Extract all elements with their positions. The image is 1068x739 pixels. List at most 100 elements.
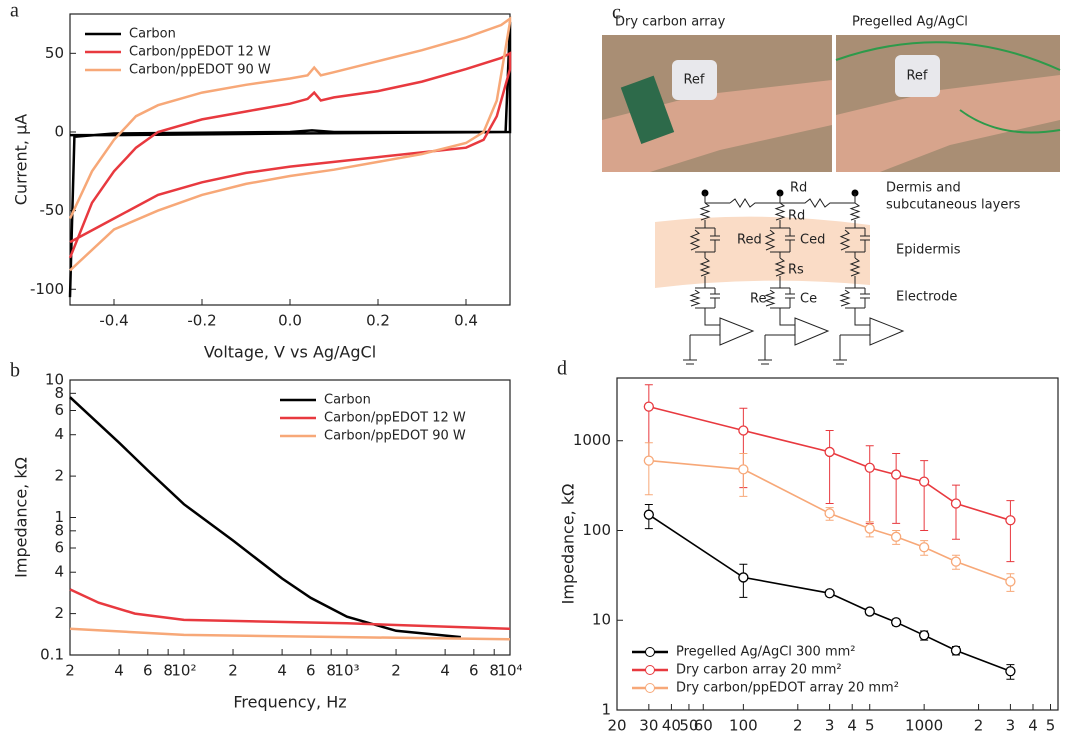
x-tick-label: 2 bbox=[974, 717, 984, 735]
y-tick-label: 6 bbox=[54, 539, 64, 557]
x-tick-label: 0.0 bbox=[278, 312, 302, 330]
wire bbox=[705, 198, 855, 208]
error-bar bbox=[865, 445, 874, 524]
x-axis-label: Frequency, Hz bbox=[233, 693, 346, 712]
y-tick-label: -50 bbox=[40, 201, 65, 219]
legend-marker bbox=[645, 647, 655, 657]
panel-label: d bbox=[557, 358, 567, 380]
y-tick-label: 2 bbox=[54, 604, 64, 622]
x-tick-label: 30 bbox=[639, 717, 658, 735]
marker bbox=[890, 469, 902, 480]
y-tick-label: 10 bbox=[592, 611, 611, 629]
series-line bbox=[68, 16, 512, 272]
panel-label: c bbox=[612, 2, 621, 24]
wire bbox=[835, 41, 1061, 134]
series-line bbox=[69, 627, 511, 641]
marker bbox=[890, 531, 902, 542]
y-tick-label: 4 bbox=[54, 425, 64, 443]
ref-pad bbox=[672, 60, 717, 100]
x-tick-label: 1000 bbox=[905, 717, 943, 735]
error-bar bbox=[644, 442, 653, 496]
marker bbox=[950, 645, 962, 656]
x-tick-label: 60 bbox=[694, 717, 713, 735]
x-tick-label: 2 bbox=[391, 662, 401, 680]
circuit-label: subcutaneous layers bbox=[886, 198, 1021, 213]
series-line bbox=[648, 514, 1011, 673]
marker bbox=[738, 425, 749, 436]
amplifier bbox=[794, 317, 830, 346]
legend-label: Carbon/ppEDOT 90 W bbox=[324, 429, 466, 444]
error-bar bbox=[892, 453, 901, 524]
x-tick-label: 40 bbox=[662, 717, 681, 735]
legend-label: Dry carbon/ppEDOT array 20 mm² bbox=[676, 681, 899, 696]
x-tick-label: 4 bbox=[114, 662, 124, 680]
circuit-label: Rd bbox=[790, 181, 807, 196]
x-tick-label: 8 bbox=[489, 662, 499, 680]
y-tick-label: 1 bbox=[601, 701, 611, 719]
circuit-label: Rd bbox=[788, 209, 805, 224]
x-tick-label: 2 bbox=[228, 662, 238, 680]
hand-left bbox=[602, 80, 832, 172]
error-bar bbox=[825, 430, 834, 504]
x-axis-label: Voltage, V vs Ag/AgCl bbox=[204, 343, 376, 362]
photo-title: Dry carbon array bbox=[615, 15, 726, 30]
plot-frame bbox=[616, 377, 1059, 711]
marker bbox=[919, 542, 930, 553]
legend-label: Pregelled Ag/AgCl 300 mm² bbox=[676, 645, 856, 660]
y-tick-label: 6 bbox=[54, 401, 64, 419]
ref-pad bbox=[895, 55, 940, 97]
y-axis-label: Impedance, kΩ bbox=[12, 457, 31, 578]
x-tick-label: 100 bbox=[729, 717, 758, 735]
circuit-label: Epidermis bbox=[896, 243, 961, 258]
x-tick-label: 4 bbox=[440, 662, 450, 680]
amplifier bbox=[869, 317, 905, 346]
y-tick-label: 4 bbox=[54, 563, 64, 581]
marker bbox=[738, 572, 749, 583]
x-tick-label: -0.2 bbox=[187, 312, 216, 330]
legend-marker bbox=[645, 683, 655, 693]
y-tick-label: 8 bbox=[54, 384, 64, 402]
amplifier bbox=[719, 317, 755, 346]
legend-label: Carbon/ppEDOT 12 W bbox=[324, 411, 466, 426]
marker bbox=[919, 630, 930, 641]
x-tick-label: 6 bbox=[469, 662, 479, 680]
ref-label: Ref bbox=[906, 69, 927, 84]
circuit-label: Red bbox=[737, 233, 762, 248]
circuit-label: Dermis and bbox=[886, 181, 961, 196]
photo-title: Pregelled Ag/AgCl bbox=[852, 15, 968, 30]
legend-label: Dry carbon array 20 mm² bbox=[676, 663, 842, 678]
x-tick-label: 5 bbox=[865, 717, 875, 735]
error-bar bbox=[1006, 500, 1015, 563]
x-tick-label: 2 bbox=[65, 662, 75, 680]
marker bbox=[890, 617, 902, 628]
x-tick-label: 5 bbox=[1046, 717, 1056, 735]
series-line bbox=[68, 51, 512, 259]
y-tick-label: 50 bbox=[45, 44, 64, 62]
marker bbox=[738, 464, 749, 475]
x-tick-label: 6 bbox=[306, 662, 316, 680]
x-tick-label: 10⁴ bbox=[497, 662, 522, 680]
circuit-label: Ced bbox=[800, 233, 825, 248]
marker bbox=[643, 455, 654, 466]
epidermis-band bbox=[655, 216, 870, 288]
y-tick-label: 1000 bbox=[573, 431, 611, 449]
legend-label: Carbon bbox=[129, 27, 176, 42]
legend-label: Carbon/ppEDOT 12 W bbox=[129, 45, 271, 60]
y-axis-label: Current, μA bbox=[12, 114, 31, 205]
circuit-label: Re bbox=[750, 292, 766, 307]
marker bbox=[950, 556, 962, 567]
x-tick-label: 0.4 bbox=[454, 312, 478, 330]
series-line bbox=[648, 459, 1011, 583]
marker bbox=[1005, 666, 1016, 677]
x-tick-label: 20 bbox=[607, 717, 626, 735]
y-tick-label: 0.1 bbox=[40, 646, 64, 664]
x-tick-label: -0.4 bbox=[99, 312, 128, 330]
ref-label: Ref bbox=[683, 73, 704, 88]
marker bbox=[643, 509, 654, 520]
series-line bbox=[69, 588, 511, 631]
marker bbox=[864, 606, 875, 617]
x-tick-label: 10² bbox=[171, 662, 196, 680]
wire bbox=[758, 193, 795, 365]
y-tick-label: 2 bbox=[54, 467, 64, 485]
